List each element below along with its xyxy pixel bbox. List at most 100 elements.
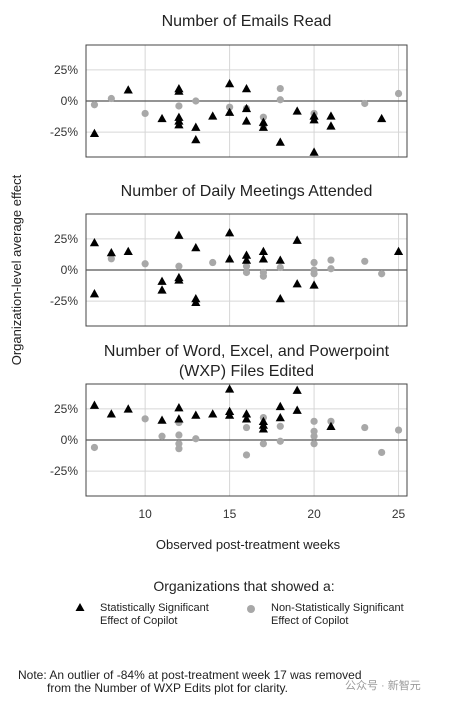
panel-1-significant-point-13 (241, 83, 252, 93)
panel-2-title-line-1: Number of Daily Meetings Attended (121, 183, 373, 200)
panel-3-title-line-1: Number of Word, Excel, and Powerpoint (104, 343, 390, 360)
panel-1-non-significant-point-5 (226, 103, 234, 111)
panel-1-y-tick-label: 25% (54, 63, 78, 77)
panel-2-non-significant-point-11 (310, 270, 318, 278)
panel-2-significant-point-23 (393, 246, 404, 256)
panel-3-y-tick-label: -25% (50, 464, 78, 478)
panel-3-significant-point-19 (292, 405, 302, 414)
panel-2-significant-point-17 (258, 254, 268, 263)
panel-3-significant-point-16 (275, 401, 285, 411)
panel-3-significant-point-7 (208, 409, 218, 418)
panel-3-non-significant-point-21 (394, 426, 403, 434)
panel-2-non-significant-point-13 (327, 265, 335, 273)
panel-2-significant-point-22 (309, 280, 319, 289)
legend-title: Organizations that showed a: (153, 578, 334, 594)
watermark: 公众号 · 新智元 (345, 678, 421, 692)
panel-2-significant-point-19 (275, 294, 285, 303)
panel-1-significant-point-10 (208, 111, 218, 120)
panel-3-non-significant-point-18 (327, 417, 335, 425)
panel-3-non-significant-point-20 (378, 448, 386, 457)
panel-1-significant-point-12 (225, 107, 235, 116)
panel-1-non-significant-point-4 (192, 97, 200, 105)
panel-2-significant-point-14 (241, 250, 252, 259)
panel-2-significant-point-6 (174, 230, 184, 239)
panel-1-non-significant-point-10 (276, 96, 284, 104)
panel-2-non-significant-point-1 (141, 260, 149, 268)
legend-significant-label-line1: Statistically Significant (100, 602, 209, 614)
panel-1-significant-point-7 (174, 120, 184, 129)
panel-2-non-significant-point-12 (327, 256, 335, 264)
panel-3-y-tick-label: 25% (54, 402, 78, 416)
panel-3-non-significant-point-2 (158, 432, 166, 440)
panel-1-non-significant-point-0 (90, 101, 99, 109)
note-line-2: from the Number of WXP Edits plot for cl… (47, 681, 288, 695)
panel-2-non-significant-point-8 (276, 263, 284, 272)
panel-1-significant-point-4 (174, 86, 184, 95)
legend: Organizations that showed a: Statistical… (75, 578, 404, 627)
panel-3-significant-point-20 (326, 421, 336, 430)
panel-2-significant-point-3 (123, 246, 133, 256)
panel-1-title-line-1: Number of Emails Read (162, 13, 332, 30)
panel-3-non-significant-point-8 (242, 423, 251, 432)
note-line-1: Note: An outlier of -84% at post-treatme… (18, 668, 362, 682)
panel-1-non-significant-point-13 (361, 99, 369, 108)
panel-3-significant-point-10 (225, 410, 235, 419)
panel-3-significant-point-0 (89, 400, 100, 409)
panel-2-non-significant-point-9 (310, 258, 318, 267)
panel-3: Number of Word, Excel, and Powerpoint (WX… (50, 343, 408, 497)
panel-3-non-significant-point-7 (192, 435, 200, 443)
panel-2-non-significant-point-4 (242, 262, 251, 270)
panel-2-significant-point-8 (174, 275, 184, 284)
panel-1-non-significant-point-9 (276, 84, 284, 93)
panel-3-non-significant-point-14 (310, 417, 318, 425)
panel-3-significant-point-2 (123, 404, 133, 413)
panel-1-significant-point-25 (377, 113, 387, 123)
panel-2-significant-point-5 (157, 285, 167, 294)
panel-3-significant-point-3 (157, 415, 167, 424)
panel-2-non-significant-point-3 (209, 258, 217, 267)
panel-1-significant-point-19 (292, 106, 302, 115)
legend-non-significant-label-line1: Non-Statistically Significant (271, 602, 404, 614)
panel-2-significant-point-16 (258, 246, 268, 256)
panel-3-significant-point-5 (174, 414, 184, 423)
panel-1-y-tick-label: -25% (50, 125, 78, 139)
panel-1-significant-point-22 (309, 147, 319, 156)
panel-3-significant-point-8 (225, 384, 235, 393)
panel-1-significant-point-9 (191, 134, 201, 144)
x-tick-label: 25 (392, 507, 406, 521)
panel-2-y-tick-label: -25% (50, 294, 78, 308)
panel-3-significant-point-6 (191, 410, 201, 419)
panel-1-significant-point-8 (191, 122, 201, 131)
legend-significant-label-line2: Effect of Copilot (100, 615, 177, 627)
panel-3-significant-point-15 (258, 424, 268, 433)
panel-1-non-significant-point-3 (175, 102, 183, 110)
panel-3-significant-point-1 (106, 409, 116, 418)
panel-2-non-significant-point-14 (361, 257, 369, 265)
legend-significant-marker (75, 603, 85, 611)
legend-non-significant-marker (247, 605, 255, 613)
panel-2-significant-point-12 (225, 228, 235, 237)
x-tick-label: 10 (138, 507, 152, 521)
panel-2: Number of Daily Meetings Attended 25% 0% -2… (50, 183, 408, 327)
panel-3-non-significant-point-19 (361, 423, 369, 432)
panel-1-significant-point-21 (309, 115, 319, 124)
panel-1-significant-point-0 (89, 128, 100, 138)
panel-2-non-significant-point-2 (175, 262, 183, 270)
panel-3-significant-point-17 (275, 413, 285, 422)
y-axis-label: Organization-level average effect (9, 174, 24, 365)
panel-2-significant-point-15 (241, 255, 252, 264)
panel-3-non-significant-point-12 (276, 422, 284, 430)
x-axis-ticks: 10 15 20 25 (138, 507, 405, 521)
panel-3-non-significant-point-10 (259, 440, 267, 448)
panel-2-significant-point-2 (106, 247, 116, 257)
panel-2-non-significant-point-0 (107, 255, 115, 263)
panel-1-non-significant-point-14 (394, 89, 403, 98)
panel-2-non-significant-point-15 (378, 270, 386, 278)
x-tick-label: 15 (223, 507, 237, 521)
panel-1-significant-point-15 (241, 116, 252, 125)
panel-3-significant-point-11 (241, 409, 252, 418)
panel-3-significant-point-18 (292, 385, 302, 394)
panel-2-significant-point-1 (89, 289, 100, 298)
panel-3-non-significant-point-9 (242, 451, 251, 459)
